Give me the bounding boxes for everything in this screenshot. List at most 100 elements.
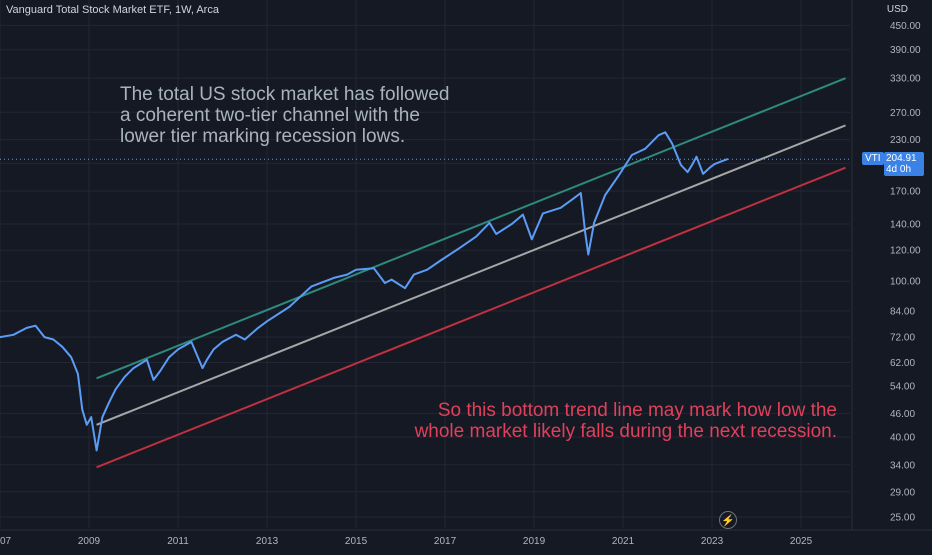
data-point <box>25 327 28 329</box>
data-point <box>584 231 587 234</box>
symbol-tag: VTI <box>862 152 884 165</box>
data-point <box>531 238 533 241</box>
data-point <box>644 147 647 150</box>
lightning-bolt-icon[interactable]: ⚡ <box>719 511 737 529</box>
data-point <box>593 221 595 224</box>
data-point <box>0 336 1 338</box>
data-point <box>631 154 633 156</box>
x-tick-label: 2009 <box>78 536 101 547</box>
data-point <box>695 155 698 158</box>
data-point <box>221 341 224 343</box>
data-point <box>235 333 237 336</box>
data-point <box>390 278 393 281</box>
data-point <box>657 134 660 136</box>
data-point <box>159 370 162 372</box>
data-point <box>573 197 575 199</box>
trend-line-upper <box>96 77 846 380</box>
data-point <box>43 336 46 338</box>
data-point <box>475 235 477 238</box>
trend-lines <box>0 77 852 469</box>
x-tick-label: 2023 <box>701 536 724 547</box>
last-price-value: 204.91 <box>886 153 917 164</box>
data-point <box>288 306 291 308</box>
data-point <box>720 160 722 163</box>
data-point <box>85 424 88 426</box>
data-point <box>177 348 179 351</box>
data-point <box>384 282 386 284</box>
y-tick-label: 330.00 <box>890 74 921 85</box>
data-point <box>542 212 544 215</box>
data-point <box>373 267 375 269</box>
y-tick-label: 40.00 <box>890 433 915 444</box>
data-point <box>332 277 335 279</box>
x-tick-label: 2011 <box>167 536 189 547</box>
y-tick-label: 34.00 <box>890 460 915 471</box>
data-point <box>243 338 246 341</box>
data-point <box>132 367 135 369</box>
trend-line-lower <box>96 166 846 469</box>
data-point <box>70 356 73 358</box>
annotation-bottom: So this bottom trend line may mark how l… <box>414 400 837 442</box>
data-point <box>310 285 313 288</box>
data-point <box>168 356 170 358</box>
data-point <box>702 173 704 175</box>
data-point <box>212 348 215 351</box>
y-tick-label: 62.00 <box>890 358 915 369</box>
data-point <box>664 131 667 134</box>
data-point <box>709 166 711 169</box>
data-point <box>413 273 415 276</box>
data-point <box>522 213 524 216</box>
data-point <box>439 259 442 262</box>
x-tick-label: 2019 <box>523 536 546 547</box>
data-point <box>95 449 98 452</box>
annotation-top: The total US stock market has followed a… <box>120 84 450 147</box>
data-point <box>686 171 689 173</box>
bar-countdown: 4d 0h <box>886 164 912 175</box>
data-point <box>495 233 498 235</box>
x-tick-label: 2017 <box>434 536 457 547</box>
data-point <box>190 341 193 343</box>
data-point <box>488 221 491 224</box>
price-series <box>0 131 729 452</box>
data-point <box>726 158 729 160</box>
data-point <box>404 287 406 289</box>
x-tick-label: 2025 <box>790 536 813 547</box>
y-tick-label: 170.00 <box>890 186 921 197</box>
x-tick-label: 2015 <box>345 536 368 547</box>
data-point <box>81 408 84 411</box>
data-point <box>12 333 15 336</box>
y-tick-label: 84.00 <box>890 306 915 317</box>
data-point <box>617 174 620 177</box>
data-point <box>266 320 268 323</box>
data-point <box>201 367 204 369</box>
y-tick-label: 46.00 <box>890 409 915 420</box>
data-point <box>90 416 93 418</box>
data-point <box>123 376 126 378</box>
x-tick-label: 2021 <box>612 536 635 547</box>
y-tick-label: 230.00 <box>890 135 921 146</box>
data-point <box>101 416 104 418</box>
y-tick-label: 450.00 <box>890 21 921 32</box>
data-point <box>34 324 37 327</box>
data-point <box>671 142 673 145</box>
data-point <box>355 268 357 271</box>
data-point <box>346 273 348 276</box>
data-point <box>510 223 513 225</box>
data-point <box>146 359 148 361</box>
data-point <box>152 379 155 381</box>
y-tick-label: 72.00 <box>890 333 915 344</box>
last-price-tag: 204.91 4d 0h <box>884 152 924 176</box>
y-tick-label: 100.00 <box>890 277 921 288</box>
y-tick-label: 140.00 <box>890 220 921 231</box>
data-point <box>257 327 259 329</box>
data-point <box>206 359 208 361</box>
x-tick-label: 2007 <box>0 536 12 547</box>
currency-label: USD <box>886 4 908 15</box>
y-tick-label: 54.00 <box>890 382 915 393</box>
data-point <box>52 338 55 341</box>
grid <box>0 0 850 528</box>
y-tick-label: 29.00 <box>890 487 915 498</box>
